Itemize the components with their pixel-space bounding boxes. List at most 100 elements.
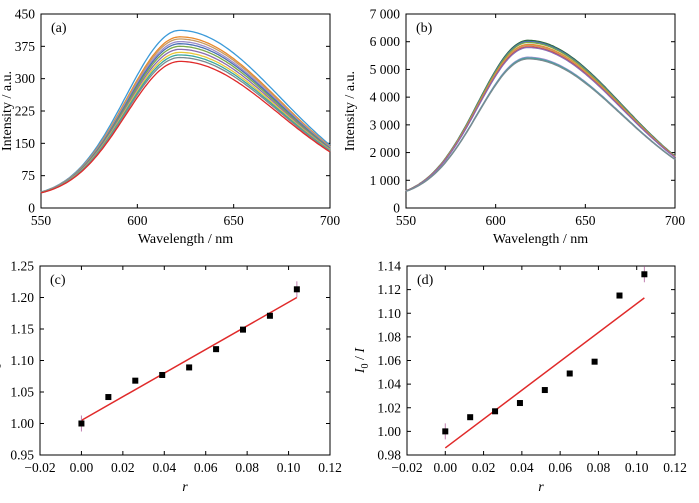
y-tick-label: 0 <box>28 201 35 216</box>
y-axis-label: I0 / I <box>0 347 4 375</box>
spectrum-line <box>405 57 676 192</box>
x-axis-label: r <box>182 480 188 495</box>
x-tick-label: 0.06 <box>548 460 572 475</box>
fit-line <box>444 297 645 449</box>
y-tick-label: 6 000 <box>370 34 401 49</box>
x-tick-label: 550 <box>396 213 417 228</box>
data-point <box>591 358 598 365</box>
y-tick-label: 0.95 <box>10 448 34 463</box>
x-tick-label: 550 <box>31 213 52 228</box>
y-axis-label: Intensity / a.u. <box>0 71 15 151</box>
chart-stern-volmer-c: −0.02 0.00 0.02 0.04 0.06 0.08 0.10 0.12 0.95 1.0… <box>0 259 342 496</box>
y-tick-label: 1.06 <box>377 353 401 368</box>
spectrum-line <box>405 58 676 193</box>
spectrum-line <box>40 51 331 194</box>
x-tick-label: 0.10 <box>625 460 649 475</box>
y-tick-label: 1.10 <box>10 353 34 368</box>
y-tick-label: 1.00 <box>10 416 34 431</box>
spectrum-line <box>40 56 331 194</box>
y-tick-label: 4 000 <box>370 90 401 105</box>
data-point <box>105 394 112 401</box>
spectrum-line <box>405 40 676 192</box>
spectrum-line <box>40 54 331 194</box>
x-tick-label: 0.02 <box>472 460 496 475</box>
data-point <box>266 312 273 319</box>
y-tick-label: 1.04 <box>377 377 401 392</box>
data-point <box>516 400 523 407</box>
y-tick-label: 1.25 <box>10 259 34 274</box>
plot-frame <box>406 265 676 456</box>
data-point <box>159 371 166 378</box>
x-tick-label: −0.02 <box>391 460 422 475</box>
y-axis-label: Intensity / a.u. <box>343 71 358 151</box>
data-point <box>186 364 193 371</box>
data-point <box>132 377 139 384</box>
data-point <box>78 420 85 427</box>
x-axis-label: Wavelength / nm <box>138 232 233 247</box>
x-tick-label: 600 <box>486 213 507 228</box>
data-point <box>467 414 474 421</box>
data-point <box>641 271 648 278</box>
x-tick-label: 0.12 <box>663 460 687 475</box>
x-tick-label: 0.00 <box>433 460 457 475</box>
y-tick-label: 1.20 <box>10 290 34 305</box>
data-point <box>492 408 499 415</box>
panel-label: (b) <box>416 21 433 36</box>
y-tick-label: 1.14 <box>377 259 401 274</box>
data-point <box>213 346 220 353</box>
y-tick-label: 1.00 <box>377 424 401 439</box>
data-point <box>293 286 300 293</box>
x-axis-label: Wavelength / nm <box>493 232 588 247</box>
y-tick-label: 1.12 <box>377 282 401 297</box>
data-point <box>616 292 623 299</box>
y-tick-label: 75 <box>22 168 36 183</box>
x-tick-label: 650 <box>575 213 596 228</box>
spectrum-line <box>40 48 331 194</box>
plot-frame <box>405 13 676 209</box>
y-tick-label: 375 <box>15 39 36 54</box>
x-tick-label: 700 <box>320 213 341 228</box>
y-tick-label: 1.15 <box>10 322 34 337</box>
data-point <box>566 370 573 377</box>
y-tick-label: 225 <box>15 104 36 119</box>
y-tick-label: 1.05 <box>10 385 34 400</box>
spectrum-line <box>40 29 331 193</box>
x-tick-label: 0.10 <box>277 460 301 475</box>
spectrum-line <box>405 41 676 192</box>
spectrum-line <box>405 56 676 192</box>
chart-spectra-a: 550 600 650 700 0 75 150 225 300 375 450 (a) Wavelen… <box>0 7 340 248</box>
x-tick-label: −0.02 <box>24 460 55 475</box>
x-axis-label: r <box>538 480 544 495</box>
y-tick-label: 1.10 <box>377 306 401 321</box>
panel-label: (a) <box>51 21 67 36</box>
y-tick-label: 300 <box>15 71 36 86</box>
data-point <box>442 428 449 435</box>
y-axis-label: I0 / I <box>353 347 371 375</box>
data-point <box>240 326 246 333</box>
y-tick-label: 450 <box>15 7 36 22</box>
x-tick-label: 0.02 <box>111 460 135 475</box>
x-tick-label: 0.08 <box>587 460 611 475</box>
x-tick-label: 650 <box>224 213 245 228</box>
y-tick-label: 0 <box>393 201 400 216</box>
x-tick-label: 0.12 <box>318 460 342 475</box>
x-tick-label: 0.04 <box>510 460 534 475</box>
y-tick-label: 1 000 <box>370 173 401 188</box>
panel-label: (d) <box>417 273 434 288</box>
y-tick-label: 2 000 <box>370 145 401 160</box>
y-tick-label: 5 000 <box>370 62 401 77</box>
fit-line <box>81 296 298 422</box>
x-tick-label: 600 <box>127 213 148 228</box>
x-tick-label: 0.08 <box>235 460 259 475</box>
y-tick-label: 3 000 <box>370 117 401 132</box>
data-point <box>541 387 548 394</box>
y-tick-label: 0.98 <box>377 448 401 463</box>
spectrum-line <box>405 46 676 192</box>
spectrum-line <box>40 60 331 194</box>
x-tick-label: 0.00 <box>70 460 94 475</box>
x-tick-label: 700 <box>665 213 686 228</box>
chart-spectra-b: 550 600 650 700 0 1 000 2 000 3 000 4 000 5 000 6 … <box>343 7 685 248</box>
y-tick-label: 1.02 <box>377 400 401 415</box>
y-tick-label: 7 000 <box>370 7 401 22</box>
